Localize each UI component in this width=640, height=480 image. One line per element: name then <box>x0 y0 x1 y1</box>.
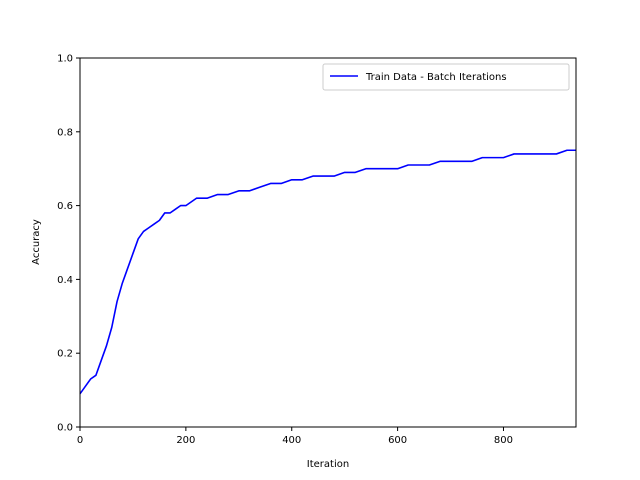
x-tick-label: 0 <box>77 435 83 446</box>
axes <box>79 57 577 428</box>
legend-label: Train Data - Batch Iterations <box>365 72 507 83</box>
series-line-0 <box>79 149 576 395</box>
legend: Train Data - Batch Iterations <box>322 63 570 91</box>
x-axis-label: Iteration <box>307 459 349 470</box>
x-tick-label: 600 <box>388 435 407 446</box>
y-tick-label: 0.4 <box>57 275 73 286</box>
y-tick-label: 0.6 <box>57 201 73 212</box>
ticks: 0 200 400 600 800 0.0 0.2 0.4 0.6 0.8 1.0 <box>57 54 513 447</box>
y-tick-label: 1.0 <box>57 54 73 65</box>
y-tick-label: 0.2 <box>57 349 73 360</box>
x-tick-label: 200 <box>176 435 195 446</box>
legend-box <box>322 63 570 91</box>
axes-frame <box>79 57 577 428</box>
x-tick-label: 400 <box>282 435 301 446</box>
y-tick-label: 0.0 <box>57 423 73 434</box>
x-tick-label: 800 <box>494 435 513 446</box>
y-axis-label: Accuracy <box>31 219 42 265</box>
plot-area <box>79 149 576 395</box>
y-tick-label: 0.8 <box>57 127 73 138</box>
